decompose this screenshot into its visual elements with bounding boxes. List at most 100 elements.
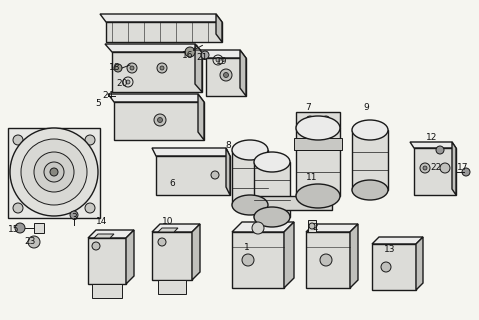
Polygon shape bbox=[200, 50, 246, 58]
Bar bbox=[254, 162, 290, 217]
Polygon shape bbox=[114, 102, 204, 140]
Text: 22: 22 bbox=[430, 164, 442, 172]
Text: 14: 14 bbox=[96, 218, 108, 227]
Polygon shape bbox=[350, 224, 358, 288]
Text: 7: 7 bbox=[305, 103, 311, 113]
Circle shape bbox=[50, 168, 58, 176]
Polygon shape bbox=[232, 232, 284, 288]
Text: 16: 16 bbox=[182, 51, 194, 60]
Circle shape bbox=[85, 135, 95, 145]
Polygon shape bbox=[108, 94, 204, 102]
Polygon shape bbox=[105, 44, 202, 52]
Polygon shape bbox=[158, 228, 178, 232]
Text: 13: 13 bbox=[384, 245, 396, 254]
Circle shape bbox=[201, 51, 209, 59]
Polygon shape bbox=[372, 237, 423, 244]
Polygon shape bbox=[306, 232, 350, 288]
Polygon shape bbox=[94, 234, 114, 238]
Ellipse shape bbox=[296, 184, 340, 208]
Circle shape bbox=[126, 80, 130, 84]
Polygon shape bbox=[226, 148, 230, 195]
Polygon shape bbox=[232, 222, 294, 232]
Circle shape bbox=[70, 211, 78, 219]
Circle shape bbox=[154, 114, 166, 126]
Bar bbox=[34, 223, 44, 233]
Text: 20: 20 bbox=[116, 79, 128, 89]
Polygon shape bbox=[88, 238, 126, 284]
Circle shape bbox=[211, 171, 219, 179]
Polygon shape bbox=[296, 112, 340, 128]
Circle shape bbox=[185, 47, 195, 57]
Text: 1: 1 bbox=[244, 244, 250, 252]
Circle shape bbox=[220, 69, 232, 81]
Polygon shape bbox=[216, 14, 222, 42]
Polygon shape bbox=[152, 148, 230, 156]
Polygon shape bbox=[410, 142, 456, 148]
Text: 21: 21 bbox=[196, 53, 208, 62]
Polygon shape bbox=[192, 224, 200, 280]
Bar bbox=[242, 196, 332, 210]
Polygon shape bbox=[112, 52, 202, 92]
Polygon shape bbox=[206, 58, 246, 96]
Circle shape bbox=[160, 66, 164, 70]
Circle shape bbox=[462, 168, 470, 176]
Circle shape bbox=[381, 262, 391, 272]
Ellipse shape bbox=[232, 140, 268, 160]
Polygon shape bbox=[152, 232, 192, 280]
Polygon shape bbox=[240, 50, 246, 96]
Polygon shape bbox=[372, 244, 416, 290]
Polygon shape bbox=[106, 22, 222, 42]
Circle shape bbox=[13, 203, 23, 213]
Bar bbox=[232, 150, 268, 205]
Circle shape bbox=[242, 254, 254, 266]
Circle shape bbox=[28, 236, 40, 248]
Circle shape bbox=[157, 63, 167, 73]
Polygon shape bbox=[126, 230, 134, 284]
Text: 24: 24 bbox=[103, 92, 114, 100]
Circle shape bbox=[21, 139, 87, 205]
Polygon shape bbox=[414, 148, 456, 195]
Circle shape bbox=[158, 117, 162, 123]
Ellipse shape bbox=[254, 207, 290, 227]
Polygon shape bbox=[100, 14, 222, 22]
Text: 8: 8 bbox=[225, 140, 231, 149]
Text: 17: 17 bbox=[457, 164, 469, 172]
Polygon shape bbox=[284, 222, 294, 288]
Text: 6: 6 bbox=[169, 179, 175, 188]
Circle shape bbox=[34, 152, 74, 192]
Polygon shape bbox=[198, 94, 204, 140]
Circle shape bbox=[92, 242, 100, 250]
Circle shape bbox=[224, 73, 228, 77]
Text: 11: 11 bbox=[306, 173, 318, 182]
Circle shape bbox=[158, 238, 166, 246]
Text: 23: 23 bbox=[24, 237, 36, 246]
Polygon shape bbox=[195, 44, 202, 92]
Circle shape bbox=[420, 163, 430, 173]
Circle shape bbox=[13, 135, 23, 145]
Polygon shape bbox=[88, 230, 134, 238]
Ellipse shape bbox=[254, 152, 290, 172]
Circle shape bbox=[130, 66, 134, 70]
Bar bbox=[158, 280, 186, 294]
Polygon shape bbox=[452, 142, 456, 195]
Bar bbox=[352, 130, 388, 190]
Circle shape bbox=[320, 254, 332, 266]
Text: 18: 18 bbox=[109, 63, 121, 73]
Circle shape bbox=[114, 64, 122, 72]
Circle shape bbox=[252, 222, 264, 234]
Text: 9: 9 bbox=[363, 103, 369, 113]
Polygon shape bbox=[152, 224, 200, 232]
Polygon shape bbox=[308, 220, 316, 232]
Ellipse shape bbox=[352, 180, 388, 200]
Ellipse shape bbox=[232, 195, 268, 215]
Circle shape bbox=[309, 223, 315, 229]
Circle shape bbox=[85, 203, 95, 213]
Ellipse shape bbox=[352, 120, 388, 140]
Bar bbox=[294, 138, 342, 150]
Polygon shape bbox=[416, 237, 423, 290]
Circle shape bbox=[423, 166, 427, 170]
Circle shape bbox=[44, 162, 64, 182]
Circle shape bbox=[436, 146, 444, 154]
Circle shape bbox=[440, 163, 450, 173]
Text: 5: 5 bbox=[95, 100, 101, 108]
